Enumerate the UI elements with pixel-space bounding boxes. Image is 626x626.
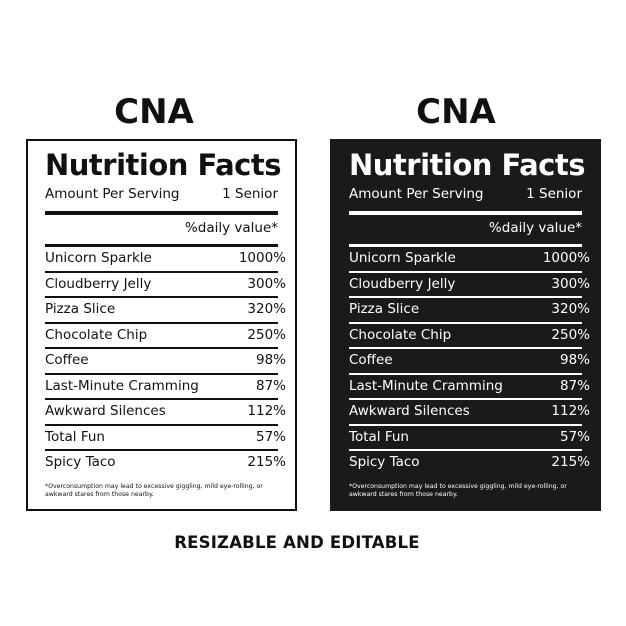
- caption: RESIZABLE AND EDITABLE: [174, 533, 420, 552]
- nutrient-value: 112%: [551, 403, 590, 419]
- nutrient-value: 250%: [551, 326, 590, 343]
- label-title: Nutrition Facts: [349, 148, 585, 182]
- row-divider: [45, 296, 278, 298]
- serving-value: 1 Senior: [222, 186, 278, 202]
- row-divider: [349, 321, 582, 324]
- nutrient-name: Pizza Slice: [45, 301, 116, 317]
- row-divider: [349, 270, 582, 273]
- nutrient-name: Awkward Silences: [45, 403, 166, 419]
- label-title: Nutrition Facts: [45, 148, 281, 182]
- thick-divider: [349, 211, 582, 215]
- row-divider: [349, 423, 582, 426]
- nutrient-row: Total Fun 57%: [349, 426, 590, 450]
- nutrient-row: Unicorn Sparkle 1000%: [45, 247, 286, 271]
- nutrient-row: Pizza Slice 320%: [349, 298, 590, 322]
- nutrient-value: 1000%: [542, 250, 590, 266]
- row-divider: [45, 372, 278, 375]
- nutrient-name: Total Fun: [349, 428, 409, 445]
- nutrient-value: 87%: [255, 377, 286, 394]
- nutrient-name: Chocolate Chip: [45, 326, 148, 343]
- nutrient-row: Coffee 98%: [349, 349, 590, 373]
- nutrient-value: 1000%: [238, 250, 286, 266]
- nutrient-name: Last-Minute Cramming: [45, 377, 199, 394]
- nutrient-value: 300%: [551, 275, 590, 292]
- label-content: Nutrition Facts Amount Per Serving 1 Sen…: [45, 147, 286, 500]
- nutrient-name: Pizza Slice: [349, 301, 420, 317]
- daily-value-header: %daily value*: [184, 220, 278, 236]
- nutrient-row: Coffee 98%: [45, 349, 286, 373]
- nutrient-row: Total Fun 57%: [45, 426, 286, 450]
- serving-row: Amount Per Serving 1 Senior: [45, 186, 278, 206]
- nutrient-value: 57%: [559, 428, 590, 445]
- mid-divider: [45, 244, 278, 247]
- label-content: Nutrition Facts Amount Per Serving 1 Sen…: [349, 147, 590, 500]
- row-divider: [45, 398, 278, 400]
- nutrient-value: 57%: [255, 428, 286, 445]
- nutrient-value: 98%: [559, 352, 590, 368]
- nutrient-name: Cloudberry Jelly: [45, 275, 152, 292]
- nutrient-name: Unicorn Sparkle: [45, 250, 152, 266]
- row-divider: [45, 423, 278, 426]
- nutrient-name: Chocolate Chip: [349, 326, 452, 343]
- mid-divider: [349, 244, 582, 247]
- nutrient-name: Coffee: [45, 352, 89, 368]
- row-divider: [349, 398, 582, 400]
- nutrient-value: 320%: [551, 301, 590, 317]
- footnote: *Overconsumption may lead to excessive g…: [45, 482, 263, 499]
- nutrition-label-dark: Nutrition Facts Amount Per Serving 1 Sen…: [330, 139, 601, 511]
- nutrient-row: Chocolate Chip 250%: [45, 324, 286, 348]
- nutrient-value: 112%: [247, 403, 286, 419]
- thick-divider: [45, 211, 278, 215]
- row-divider: [349, 296, 582, 298]
- nutrient-value: 250%: [247, 326, 286, 343]
- nutrient-value: 98%: [255, 352, 286, 368]
- row-divider: [349, 449, 582, 451]
- nutrient-name: Last-Minute Cramming: [349, 377, 503, 394]
- nutrient-name: Coffee: [349, 352, 393, 368]
- nutrient-row: Unicorn Sparkle 1000%: [349, 247, 590, 271]
- nutrient-row: Spicy Taco 215%: [45, 451, 286, 475]
- nutrient-row: Spicy Taco 215%: [349, 451, 590, 475]
- row-divider: [45, 449, 278, 451]
- nutrient-row: Awkward Silences 112%: [45, 400, 286, 424]
- serving-label: Amount Per Serving: [45, 186, 180, 202]
- nutrient-name: Awkward Silences: [349, 403, 470, 419]
- nutrient-value: 215%: [551, 454, 590, 470]
- nutrient-name: Unicorn Sparkle: [349, 250, 456, 266]
- nutrient-value: 300%: [247, 275, 286, 292]
- nutrient-list: Unicorn Sparkle 1000% Cloudberry Jelly 300%…: [349, 247, 590, 475]
- serving-value: 1 Senior: [526, 186, 582, 202]
- nutrient-name: Spicy Taco: [45, 454, 116, 470]
- row-divider: [45, 347, 278, 349]
- nutrient-list: Unicorn Sparkle 1000% Cloudberry Jelly 300%…: [45, 247, 286, 475]
- row-divider: [45, 270, 278, 273]
- nutrient-row: Last-Minute Cramming 87%: [349, 375, 590, 399]
- nutrient-row: Cloudberry Jelly 300%: [349, 273, 590, 297]
- heading-left: CNA: [114, 92, 194, 132]
- nutrient-row: Chocolate Chip 250%: [349, 324, 590, 348]
- nutrient-name: Spicy Taco: [349, 454, 420, 470]
- nutrient-name: Total Fun: [45, 428, 105, 445]
- nutrient-value: 320%: [247, 301, 286, 317]
- nutrient-row: Last-Minute Cramming 87%: [45, 375, 286, 399]
- nutrient-row: Pizza Slice 320%: [45, 298, 286, 322]
- heading-right: CNA: [416, 92, 496, 132]
- row-divider: [45, 321, 278, 324]
- footnote: *Overconsumption may lead to excessive g…: [349, 482, 567, 499]
- serving-row: Amount Per Serving 1 Senior: [349, 186, 582, 206]
- row-divider: [349, 347, 582, 349]
- nutrient-row: Awkward Silences 112%: [349, 400, 590, 424]
- nutrient-name: Cloudberry Jelly: [349, 275, 456, 292]
- daily-value-header: %daily value*: [488, 220, 582, 236]
- nutrition-label-light: Nutrition Facts Amount Per Serving 1 Sen…: [26, 139, 297, 511]
- row-divider: [349, 372, 582, 375]
- nutrient-row: Cloudberry Jelly 300%: [45, 273, 286, 297]
- nutrient-value: 87%: [559, 377, 590, 394]
- nutrient-value: 215%: [247, 454, 286, 470]
- serving-label: Amount Per Serving: [349, 186, 484, 202]
